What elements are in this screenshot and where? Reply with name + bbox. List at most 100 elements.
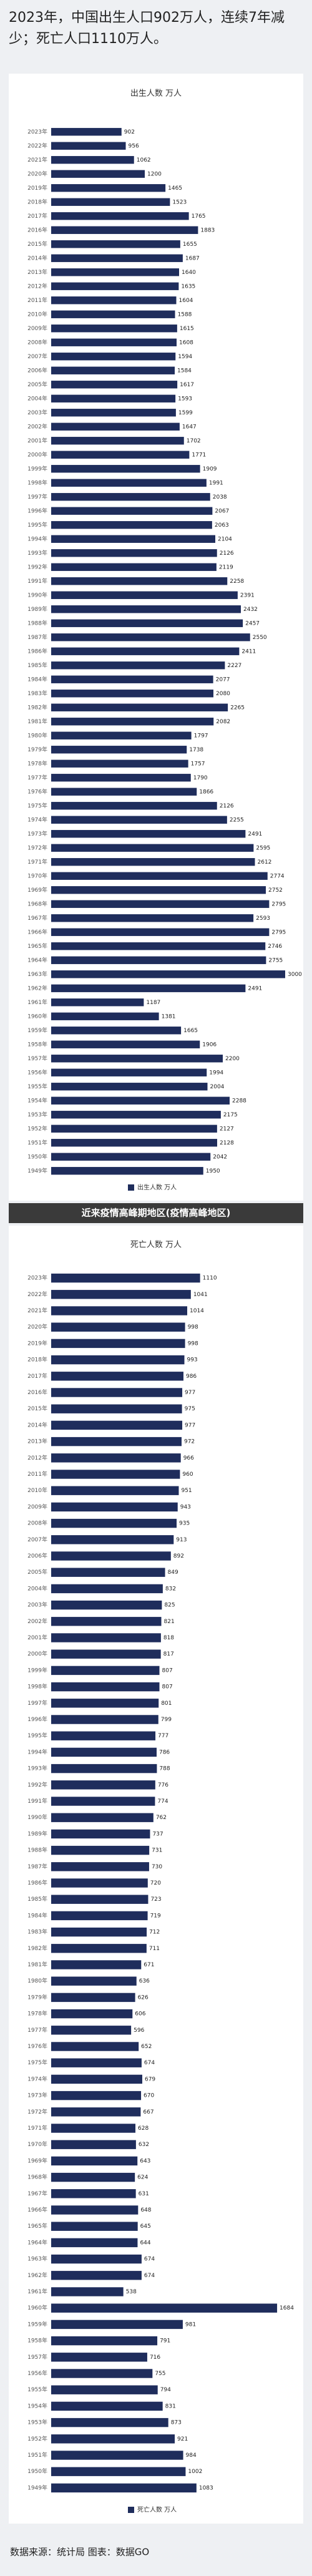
value-label: 831	[165, 2403, 176, 2409]
bar	[51, 2124, 136, 2133]
value-label: 788	[159, 1766, 170, 1772]
bar	[51, 956, 266, 964]
value-label: 1083	[199, 2485, 213, 2491]
y-tick-label: 2018年	[27, 1356, 47, 1364]
bar	[51, 844, 254, 852]
bar	[51, 1747, 157, 1757]
value-label: 951	[181, 1488, 192, 1494]
value-label: 1909	[203, 466, 217, 472]
value-label: 794	[160, 2387, 171, 2393]
value-label: 1790	[193, 775, 208, 781]
y-tick-label: 1959年	[27, 1027, 47, 1034]
y-tick-label: 1965年	[27, 942, 47, 950]
value-label: 1757	[191, 761, 205, 767]
y-tick-label: 1992年	[27, 1781, 47, 1788]
bar	[51, 2189, 136, 2198]
y-tick-label: 2005年	[27, 1568, 47, 1576]
y-tick-label: 2011年	[27, 1470, 47, 1478]
bar	[51, 1895, 149, 1904]
value-label: 1687	[185, 255, 200, 261]
y-tick-label: 1993年	[27, 1765, 47, 1772]
y-tick-label: 2004年	[27, 394, 47, 402]
value-label: 1523	[172, 199, 187, 205]
value-label: 755	[155, 2371, 165, 2377]
value-label: 674	[144, 2060, 155, 2066]
y-tick-label: 2010年	[27, 1486, 47, 1494]
bar	[51, 2303, 278, 2313]
bar	[51, 422, 180, 431]
y-tick-label: 1961年	[27, 998, 47, 1006]
y-tick-label: 1953年	[27, 1111, 47, 1118]
bar	[51, 1731, 156, 1740]
bar	[51, 1111, 221, 1119]
y-tick-label: 2016年	[27, 226, 47, 233]
value-label: 2755	[268, 957, 283, 964]
bar	[51, 381, 178, 389]
value-label: 821	[164, 1619, 175, 1625]
y-tick-label: 1949年	[27, 1167, 47, 1174]
value-label: 2175	[223, 1112, 238, 1118]
value-label: 2432	[243, 607, 258, 613]
value-label: 643	[140, 2158, 150, 2164]
bar	[51, 1012, 159, 1020]
value-label: 2612	[258, 859, 272, 866]
value-label: 2080	[216, 691, 230, 697]
y-tick-label: 1953年	[27, 2419, 47, 2426]
bar	[51, 2222, 138, 2231]
y-tick-label: 1992年	[27, 563, 47, 570]
y-tick-label: 1960年	[27, 1012, 47, 1020]
bar	[51, 2140, 136, 2149]
value-label: 2258	[230, 578, 244, 585]
bar	[51, 1976, 137, 1986]
y-tick-label: 1982年	[27, 1944, 47, 1952]
bar	[51, 633, 250, 642]
y-tick-label: 2000年	[27, 1650, 47, 1657]
bar	[51, 2336, 158, 2346]
y-tick-label: 1973年	[27, 2092, 47, 2099]
y-tick-label: 1977年	[27, 2026, 47, 2034]
bar	[51, 2287, 124, 2296]
value-label: 1593	[178, 396, 192, 402]
bar	[51, 1666, 160, 1676]
value-label: 645	[140, 2223, 151, 2230]
value-label: 716	[150, 2354, 160, 2361]
bar	[51, 647, 240, 655]
y-tick-label: 1968年	[27, 900, 47, 907]
value-label: 2746	[268, 944, 282, 950]
y-tick-label: 2021年	[27, 156, 47, 163]
value-label: 1594	[178, 354, 192, 360]
value-label: 849	[168, 1569, 178, 1576]
y-tick-label: 1974年	[27, 816, 47, 823]
y-tick-label: 1977年	[27, 774, 47, 781]
value-label: 631	[139, 2191, 149, 2197]
bar	[51, 774, 191, 782]
value-label: 538	[126, 2289, 137, 2295]
y-tick-label: 1964年	[27, 956, 47, 964]
value-label: 1665	[183, 1028, 198, 1034]
y-tick-label: 1968年	[27, 2174, 47, 2181]
y-tick-label: 1961年	[27, 2288, 47, 2295]
y-tick-label: 2015年	[27, 1405, 47, 1412]
bar	[51, 872, 268, 880]
y-tick-label: 2009年	[27, 324, 47, 332]
bar	[51, 970, 285, 978]
y-tick-label: 1956年	[27, 2369, 47, 2377]
bar	[51, 731, 192, 739]
bar	[51, 1568, 165, 1577]
y-tick-label: 1952年	[27, 1125, 47, 1132]
value-label: 2042	[213, 1154, 227, 1160]
bar	[51, 2205, 139, 2215]
y-tick-label: 1997年	[27, 493, 47, 500]
value-label: 2038	[213, 494, 227, 500]
y-tick-label: 2014年	[27, 1421, 47, 1428]
chart-title: 死亡人数 万人	[130, 1241, 182, 1250]
bar	[51, 2058, 142, 2067]
y-tick-label: 1993年	[27, 549, 47, 557]
value-label: 2752	[268, 887, 283, 894]
bar	[51, 661, 225, 670]
value-label: 892	[173, 1553, 184, 1559]
y-tick-label: 1980年	[27, 1977, 47, 1984]
y-tick-label: 1975年	[27, 802, 47, 809]
y-tick-label: 1979年	[27, 1993, 47, 2001]
y-tick-label: 1950年	[27, 1153, 47, 1160]
